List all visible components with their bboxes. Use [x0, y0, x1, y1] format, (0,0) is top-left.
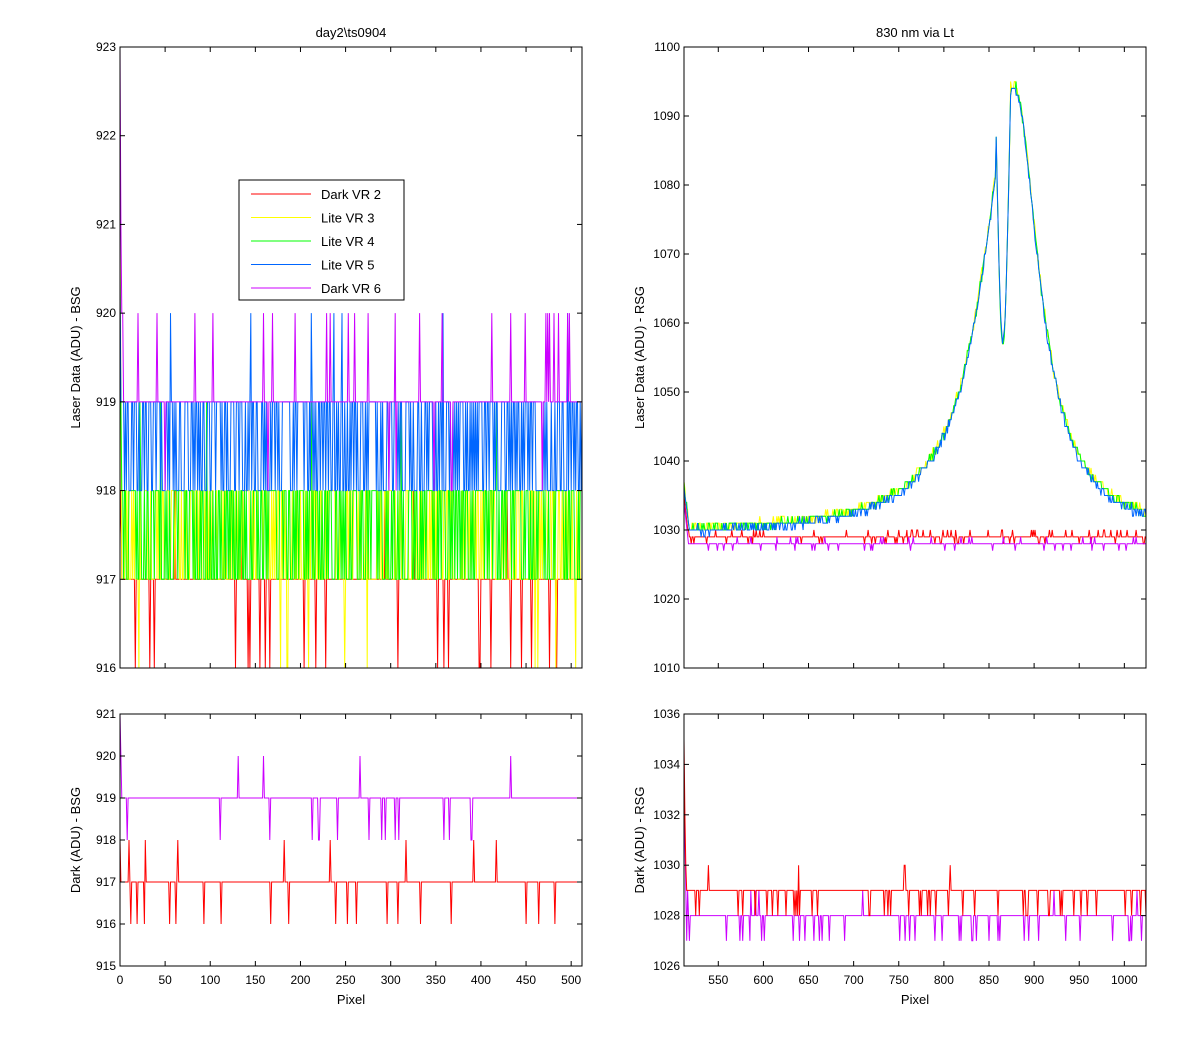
x-tick-label: 0: [117, 973, 124, 987]
y-tick-label: 1020: [653, 592, 680, 606]
legend-box: [238, 179, 405, 301]
x-tick-label: 350: [426, 973, 446, 987]
y-tick-label: 1032: [653, 808, 680, 822]
x-tick-label: 750: [889, 973, 909, 987]
y-tick-label: 918: [96, 833, 116, 847]
y-tick-label: 918: [96, 484, 116, 498]
series-line-lite-vr-5: [684, 87, 1146, 538]
chart-title: day2\ts0904: [316, 25, 387, 40]
y-tick-label: 916: [96, 661, 116, 675]
series-group: [684, 81, 1146, 551]
y-tick-label: 1060: [653, 316, 680, 330]
x-tick-label: 450: [516, 973, 536, 987]
y-tick-label: 1090: [653, 109, 680, 123]
series-group: [120, 47, 582, 668]
y-tick-label: 917: [96, 572, 116, 586]
x-tick-label: 950: [1069, 973, 1089, 987]
x-tick-label: 850: [979, 973, 999, 987]
series-line-dark-vr-2: [684, 495, 1146, 545]
y-tick-label: 1028: [653, 909, 680, 923]
y-tick-label: 1040: [653, 454, 680, 468]
series-line-dark-vr-2: [684, 739, 1146, 917]
x-tick-label: 300: [381, 973, 401, 987]
y-tick-label: 1036: [653, 707, 680, 721]
y-axis-label: Dark (ADU) - BSG: [68, 787, 83, 893]
series-line-lite-vr-5: [120, 268, 582, 492]
y-tick-label: 1050: [653, 385, 680, 399]
x-tick-label: 50: [158, 973, 172, 987]
legend-entry: Lite VR 4: [321, 234, 374, 249]
y-tick-label: 1030: [653, 858, 680, 872]
y-tick-label: 1010: [653, 661, 680, 675]
y-axis-label: Laser Data (ADU) - BSG: [68, 286, 83, 428]
chart-br: 550 600 650 700 750 800 850 900 950 1000 1026 1028 1…: [632, 707, 1147, 1007]
series-group: [684, 739, 1146, 942]
y-tick-label: 1026: [653, 959, 680, 973]
y-tick-label: 922: [96, 129, 116, 143]
x-tick-label: 550: [708, 973, 728, 987]
x-tick-label: 900: [1024, 973, 1044, 987]
x-tick-label: 800: [934, 973, 954, 987]
y-tick-label: 915: [96, 959, 116, 973]
legend-entry: Lite VR 3: [321, 211, 374, 226]
series-line-dark-vr-2: [120, 839, 582, 925]
x-tick-label: 600: [753, 973, 773, 987]
x-axis-label: Pixel: [337, 992, 365, 1007]
x-tick-label: 1000: [1111, 973, 1138, 987]
series-line-dark-vr-6: [120, 714, 582, 841]
y-tick-label: 1080: [653, 178, 680, 192]
y-tick-label: 920: [96, 306, 116, 320]
chart-title: 830 nm via Lt: [876, 25, 954, 40]
y-tick-label: 919: [96, 395, 116, 409]
y-tick-label: 923: [96, 40, 116, 54]
plot-frame: [683, 46, 1147, 669]
y-tick-label: 1030: [653, 523, 680, 537]
plot-frame: [119, 46, 583, 669]
chart-bl: 0 50 100 150 200 250 300 350 400 450 500 915 916 917 9…: [68, 707, 583, 1007]
y-tick-label: 921: [96, 217, 116, 231]
y-tick-label: 920: [96, 749, 116, 763]
x-tick-label: 700: [844, 973, 864, 987]
chart-tr: 1010 1020 1030 1040 1050 1060 1070 1080 1090 1100…: [632, 25, 1147, 675]
x-tick-label: 200: [290, 973, 310, 987]
y-tick-label: 917: [96, 875, 116, 889]
series-group: [120, 714, 582, 925]
plot-frame: [683, 713, 1147, 967]
legend-entry: Lite VR 5: [321, 258, 374, 273]
series-line-dark-vr-6: [120, 47, 582, 492]
y-tick-label: 1070: [653, 247, 680, 261]
chart-tl: 916 917 918 919 920 921 922 923 day2\ts0904 Laser…: [68, 25, 583, 675]
legend-entry: Dark VR 2: [321, 187, 381, 202]
x-tick-label: 100: [200, 973, 220, 987]
y-tick-label: 916: [96, 917, 116, 931]
x-tick-label: 500: [561, 973, 581, 987]
y-tick-label: 1034: [653, 757, 680, 771]
x-tick-label: 650: [799, 973, 819, 987]
x-tick-label: 250: [336, 973, 356, 987]
x-tick-label: 150: [245, 973, 265, 987]
y-tick-label: 921: [96, 707, 116, 721]
x-tick-label: 400: [471, 973, 491, 987]
series-line-dark-vr-6: [684, 502, 1146, 551]
y-axis-label: Laser Data (ADU) - RSG: [632, 286, 647, 429]
legend-entry: Dark VR 6: [321, 281, 381, 296]
y-axis-label: Dark (ADU) - RSG: [632, 787, 647, 894]
y-tick-label: 1100: [654, 40, 680, 54]
y-tick-label: 919: [96, 791, 116, 805]
legend: Dark VR 2 Lite VR 3 Lite VR 4 Lite VR 5 Dark…: [238, 179, 405, 301]
x-axis-label: Pixel: [901, 992, 929, 1007]
series-line-dark-vr-6: [684, 764, 1146, 942]
